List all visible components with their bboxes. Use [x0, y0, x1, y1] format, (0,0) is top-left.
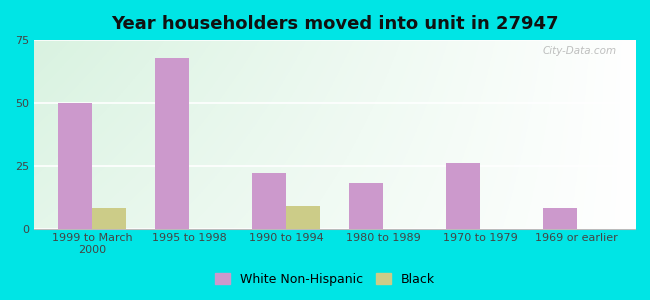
Text: City-Data.com: City-Data.com: [543, 46, 617, 56]
Legend: White Non-Hispanic, Black: White Non-Hispanic, Black: [210, 268, 440, 291]
Bar: [543, 208, 577, 229]
Bar: [92, 208, 126, 229]
Bar: [58, 103, 92, 229]
Bar: [155, 58, 189, 229]
Bar: [286, 206, 320, 229]
Bar: [349, 183, 383, 229]
Bar: [252, 173, 286, 229]
Title: Year householders moved into unit in 27947: Year householders moved into unit in 279…: [111, 15, 558, 33]
Bar: [446, 163, 480, 229]
